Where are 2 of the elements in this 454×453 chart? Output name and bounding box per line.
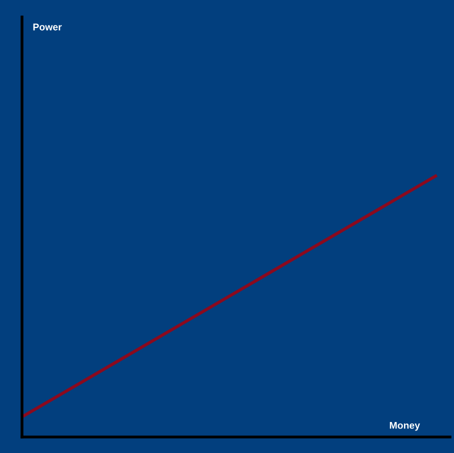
- annotation: Money: [390, 422, 420, 431]
- text: Power: [33, 24, 62, 30]
